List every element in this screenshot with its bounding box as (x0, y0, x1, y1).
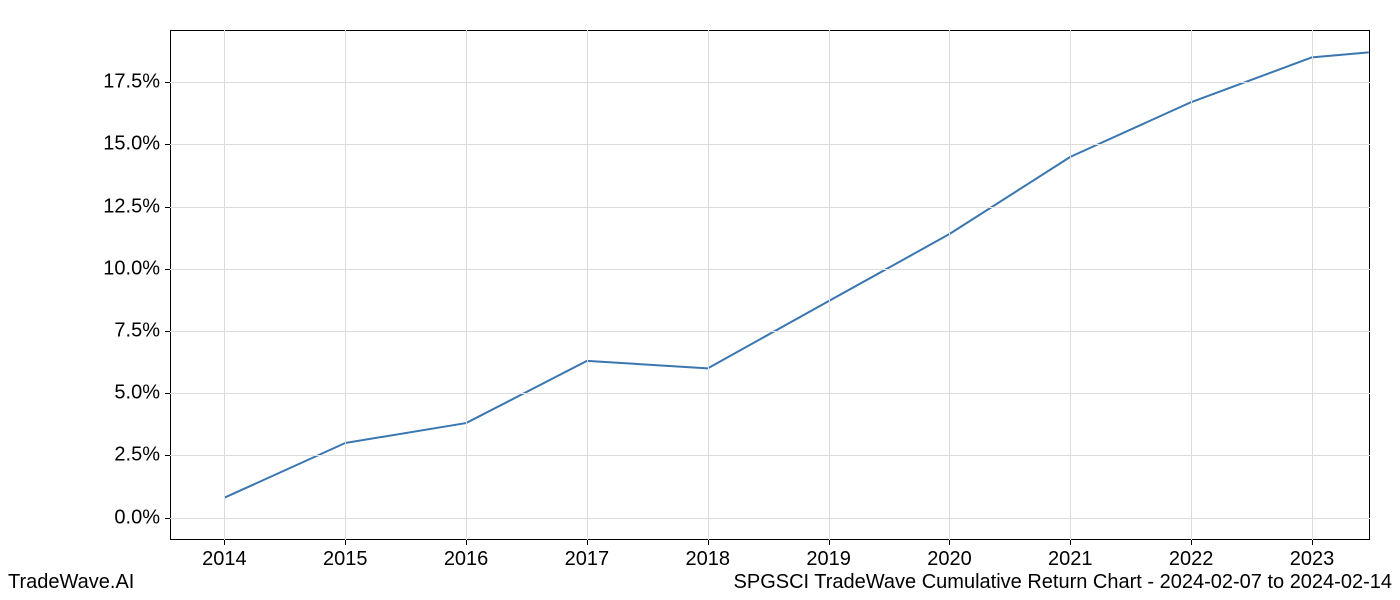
x-tick-mark (1312, 540, 1313, 545)
x-tick-mark (224, 540, 225, 545)
x-tick-mark (587, 540, 588, 545)
y-tick-mark (165, 207, 170, 208)
x-tick-label: 2016 (444, 548, 489, 571)
x-tick-mark (829, 540, 830, 545)
x-tick-label: 2014 (202, 548, 247, 571)
y-tick-label: 17.5% (103, 71, 160, 94)
line-series (170, 30, 1370, 540)
x-tick-mark (345, 540, 346, 545)
chart-container: 2014 2015 2016 2017 2018 2019 2020 2021 2022 2023… (0, 0, 1400, 600)
y-tick-mark (165, 331, 170, 332)
x-tick-label: 2022 (1169, 548, 1214, 571)
x-tick-mark (708, 540, 709, 545)
footer-right-text: SPGSCI TradeWave Cumulative Return Chart… (734, 571, 1392, 594)
x-tick-label: 2017 (565, 548, 610, 571)
y-tick-label: 12.5% (103, 195, 160, 218)
grid-line-horizontal (170, 82, 1370, 83)
y-tick-mark (165, 455, 170, 456)
grid-line-horizontal (170, 393, 1370, 394)
plot-area: 2014201520162017201820192020202120222023… (170, 30, 1370, 540)
y-tick-label: 2.5% (114, 444, 160, 467)
y-tick-label: 0.0% (114, 506, 160, 529)
grid-line-vertical (708, 30, 709, 540)
grid-line-horizontal (170, 207, 1370, 208)
x-tick-label: 2023 (1290, 548, 1335, 571)
grid-line-vertical (1070, 30, 1071, 540)
grid-line-vertical (1312, 30, 1313, 540)
grid-line-vertical (949, 30, 950, 540)
x-tick-mark (1191, 540, 1192, 545)
y-tick-mark (165, 393, 170, 394)
y-tick-mark (165, 144, 170, 145)
y-tick-mark (165, 82, 170, 83)
x-tick-label: 2018 (686, 548, 731, 571)
grid-line-horizontal (170, 144, 1370, 145)
x-tick-label: 2019 (806, 548, 851, 571)
x-tick-label: 2015 (323, 548, 368, 571)
y-tick-label: 7.5% (114, 320, 160, 343)
grid-line-horizontal (170, 455, 1370, 456)
y-tick-label: 15.0% (103, 133, 160, 156)
grid-line-vertical (587, 30, 588, 540)
x-tick-mark (949, 540, 950, 545)
grid-line-vertical (345, 30, 346, 540)
grid-line-vertical (224, 30, 225, 540)
y-tick-mark (165, 269, 170, 270)
x-tick-mark (1070, 540, 1071, 545)
y-tick-mark (165, 518, 170, 519)
grid-line-vertical (466, 30, 467, 540)
grid-line-horizontal (170, 331, 1370, 332)
grid-line-vertical (1191, 30, 1192, 540)
grid-line-horizontal (170, 518, 1370, 519)
y-tick-label: 10.0% (103, 257, 160, 280)
x-tick-label: 2021 (1048, 548, 1093, 571)
y-tick-label: 5.0% (114, 382, 160, 405)
grid-line-horizontal (170, 269, 1370, 270)
return-line (224, 52, 1368, 497)
grid-line-vertical (829, 30, 830, 540)
footer-left-text: TradeWave.AI (8, 571, 134, 594)
x-tick-mark (466, 540, 467, 545)
x-tick-label: 2020 (927, 548, 972, 571)
